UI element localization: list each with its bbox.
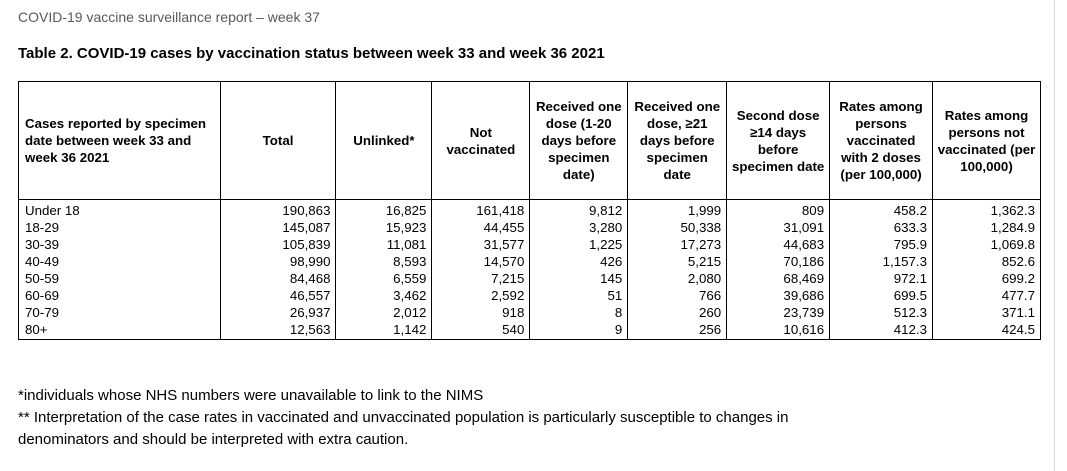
value-cell: 699.2 [932,270,1041,287]
value-cell: 2,012 [335,304,433,321]
value-cell: 9 [529,321,629,340]
column-header: Rates among persons not vaccinated (per … [932,81,1041,200]
value-cell: 105,839 [219,236,337,253]
age-group-cell: 70-79 [18,304,221,321]
table-row: 60-69 46,557 3,462 2,592 51 766 39,686 699.5 477… [18,287,1041,304]
value-cell: 51 [529,287,629,304]
value-cell: 145 [529,270,629,287]
value-cell: 161,418 [431,199,531,219]
age-group-cell: 60-69 [18,287,221,304]
value-cell: 31,091 [726,219,831,236]
table-row: 40-49 98,990 8,593 14,570 426 5,215 70,186 1,15… [18,253,1041,270]
value-cell: 795.9 [829,236,934,253]
table-row: Under 18 190,863 16,825 161,418 9,812 1,999 80… [18,199,1041,219]
value-cell: 2,080 [627,270,728,287]
value-cell: 1,157.3 [829,253,934,270]
value-cell: 918 [431,304,531,321]
value-cell: 3,280 [529,219,629,236]
value-cell: 12,563 [219,321,337,340]
report-header: COVID-19 vaccine surveillance report – w… [18,9,320,25]
value-cell: 44,683 [726,236,831,253]
age-group-cell: Under 18 [18,199,221,219]
value-cell: 8,593 [335,253,433,270]
value-cell: 70,186 [726,253,831,270]
value-cell: 477.7 [932,287,1041,304]
value-cell: 424.5 [932,321,1041,340]
value-cell: 84,468 [219,270,337,287]
value-cell: 1,069.8 [932,236,1041,253]
value-cell: 2,592 [431,287,531,304]
table-body: Under 18 190,863 16,825 161,418 9,812 1,999 80… [18,199,1041,340]
value-cell: 16,825 [335,199,433,219]
value-cell: 1,225 [529,236,629,253]
footnote-interpretation-cont: denominators and should be interpreted w… [18,431,409,448]
value-cell: 190,863 [219,199,337,219]
value-cell: 26,937 [219,304,337,321]
table-header-row: Cases reported by specimen date between … [18,81,1041,200]
value-cell: 8 [529,304,629,321]
age-group-cell: 80+ [18,321,221,340]
value-cell: 426 [529,253,629,270]
value-cell: 3,462 [335,287,433,304]
column-header: Unlinked* [335,81,433,200]
value-cell: 46,557 [219,287,337,304]
table-row: 50-59 84,468 6,559 7,215 145 2,080 68,469 972.1… [18,270,1041,287]
age-group-cell: 30-39 [18,236,221,253]
value-cell: 44,455 [431,219,531,236]
value-cell: 145,087 [219,219,337,236]
table-row: 30-39 105,839 11,081 31,577 1,225 17,273 44,68… [18,236,1041,253]
value-cell: 14,570 [431,253,531,270]
table-row: 80+ 12,563 1,142 540 9 256 10,616 412.3 424.5 [18,321,1041,340]
column-header: Rates among persons vaccinated with 2 do… [829,81,934,200]
value-cell: 98,990 [219,253,337,270]
value-cell: 852.6 [932,253,1041,270]
value-cell: 371.1 [932,304,1041,321]
column-header: Total [219,81,337,200]
value-cell: 1,142 [335,321,433,340]
footnote-unlinked: *individuals whose NHS numbers were unav… [18,387,484,404]
value-cell: 1,362.3 [932,199,1041,219]
value-cell: 540 [431,321,531,340]
value-cell: 766 [627,287,728,304]
value-cell: 5,215 [627,253,728,270]
value-cell: 31,577 [431,236,531,253]
value-cell: 809 [726,199,831,219]
column-header: Received one dose, ≥21 days before speci… [627,81,728,200]
value-cell: 412.3 [829,321,934,340]
value-cell: 699.5 [829,287,934,304]
column-header: Received one dose (1-20 days before spec… [529,81,629,200]
table-row: 18-29 145,087 15,923 44,455 3,280 50,338 31,09… [18,219,1041,236]
value-cell: 1,999 [627,199,728,219]
value-cell: 633.3 [829,219,934,236]
value-cell: 458.2 [829,199,934,219]
value-cell: 15,923 [335,219,433,236]
value-cell: 17,273 [627,236,728,253]
cases-by-vaccination-table: Cases reported by specimen date between … [18,81,1041,340]
value-cell: 7,215 [431,270,531,287]
table-caption: Table 2. COVID-19 cases by vaccination s… [18,45,605,62]
age-group-cell: 40-49 [18,253,221,270]
value-cell: 1,284.9 [932,219,1041,236]
value-cell: 256 [627,321,728,340]
column-header: Second dose ≥14 days before specimen dat… [726,81,831,200]
value-cell: 68,469 [726,270,831,287]
age-group-cell: 18-29 [18,219,221,236]
value-cell: 6,559 [335,270,433,287]
value-cell: 11,081 [335,236,433,253]
value-cell: 50,338 [627,219,728,236]
page-edge-divider [1054,0,1055,471]
footnote-interpretation: ** Interpretation of the case rates in v… [18,409,789,426]
table-row: 70-79 26,937 2,012 918 8 260 23,739 512.3 371.1 [18,304,1041,321]
value-cell: 260 [627,304,728,321]
value-cell: 512.3 [829,304,934,321]
column-header: Cases reported by specimen date between … [18,81,221,200]
value-cell: 39,686 [726,287,831,304]
column-header: Not vaccinated [431,81,531,200]
age-group-cell: 50-59 [18,270,221,287]
value-cell: 972.1 [829,270,934,287]
value-cell: 9,812 [529,199,629,219]
value-cell: 10,616 [726,321,831,340]
value-cell: 23,739 [726,304,831,321]
